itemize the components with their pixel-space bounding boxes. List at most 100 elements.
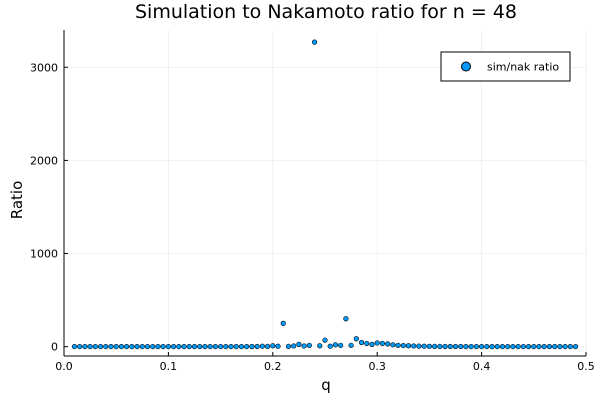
y-tick-label: 2000 <box>30 154 58 167</box>
data-point <box>176 343 182 350</box>
x-tick-label: 0.0 <box>55 360 73 373</box>
data-point <box>238 343 245 350</box>
data-point <box>197 343 203 350</box>
legend-marker <box>461 61 471 72</box>
data-point <box>275 343 281 349</box>
data-point <box>207 343 213 350</box>
data-point <box>218 343 224 350</box>
data-point <box>244 343 250 350</box>
data-point <box>270 343 276 349</box>
data-point <box>531 343 537 350</box>
data-point <box>134 343 140 350</box>
data-point <box>338 342 344 348</box>
data-point <box>212 343 218 350</box>
data-point <box>552 343 558 350</box>
data-point <box>155 343 161 350</box>
data-point <box>77 343 83 350</box>
data-point <box>390 342 396 348</box>
legend: sim/nak ratio <box>440 51 571 82</box>
data-point <box>171 343 177 350</box>
data-point <box>254 343 260 350</box>
y-axis-label: Ratio <box>8 181 26 220</box>
data-point <box>285 343 292 350</box>
data-point <box>223 343 229 350</box>
data-point <box>228 343 234 350</box>
axes <box>63 30 586 357</box>
data-point <box>87 343 93 350</box>
data-point <box>144 343 151 350</box>
data-point <box>557 343 563 350</box>
data-point <box>379 340 386 347</box>
data-point <box>411 343 417 349</box>
data-point <box>358 339 365 346</box>
data-point <box>82 343 88 350</box>
data-point <box>322 337 328 343</box>
x-tick-label: 0.1 <box>160 360 178 373</box>
data-point <box>129 343 135 350</box>
y-tick-label: 1000 <box>30 248 58 261</box>
x-tick-label: 0.2 <box>264 360 282 373</box>
data-point <box>369 341 375 347</box>
data-point <box>463 343 469 350</box>
data-point <box>259 343 265 349</box>
data-point <box>311 39 318 45</box>
data-point <box>202 343 208 350</box>
legend-label: sim/nak ratio <box>487 61 559 74</box>
data-point <box>442 343 448 350</box>
data-point <box>296 341 302 347</box>
data-point <box>233 343 239 350</box>
data-point <box>191 343 198 350</box>
data-point <box>385 341 391 347</box>
data-point <box>405 343 412 349</box>
data-point <box>71 343 78 350</box>
data-point <box>489 343 495 350</box>
x-tick-label: 0.4 <box>473 360 491 373</box>
data-point <box>437 343 443 350</box>
data-point <box>139 343 145 350</box>
data-point <box>567 343 573 350</box>
data-point <box>92 343 98 350</box>
data-point <box>118 343 125 350</box>
data-point <box>291 343 297 349</box>
data-point <box>327 343 333 349</box>
data-point <box>572 343 579 350</box>
data-point <box>447 343 453 350</box>
data-point <box>364 340 370 347</box>
data-point <box>499 343 506 350</box>
data-point <box>515 343 521 350</box>
y-tick-label: 0 <box>51 341 58 354</box>
data-point <box>374 340 380 346</box>
data-point <box>103 343 109 350</box>
x-axis-label: q <box>321 376 331 394</box>
data-point <box>280 320 286 327</box>
data-point <box>520 343 526 350</box>
data-point <box>264 343 271 350</box>
data-point <box>536 343 542 350</box>
x-tick-label: 0.5 <box>577 360 595 373</box>
data-point <box>458 343 464 350</box>
data-point <box>181 343 187 350</box>
data-point <box>541 343 547 350</box>
data-point <box>332 342 339 348</box>
data-point <box>452 343 459 350</box>
data-point <box>505 343 511 350</box>
chart-title: Simulation to Nakamoto ratio for n = 48 <box>135 1 517 23</box>
data-point <box>124 343 130 350</box>
x-tick-label: 0.3 <box>368 360 386 373</box>
data-point <box>165 343 171 350</box>
data-point <box>348 342 354 348</box>
data-point <box>479 343 485 350</box>
data-point <box>400 342 406 349</box>
data-point <box>510 343 516 350</box>
y-tick-label: 3000 <box>30 61 58 74</box>
data-point <box>249 343 255 350</box>
data-point <box>494 343 500 350</box>
data-points <box>71 39 579 350</box>
data-point <box>546 343 553 350</box>
data-point <box>317 343 323 349</box>
data-point <box>113 343 119 350</box>
data-point <box>301 343 307 349</box>
data-point <box>484 343 490 350</box>
